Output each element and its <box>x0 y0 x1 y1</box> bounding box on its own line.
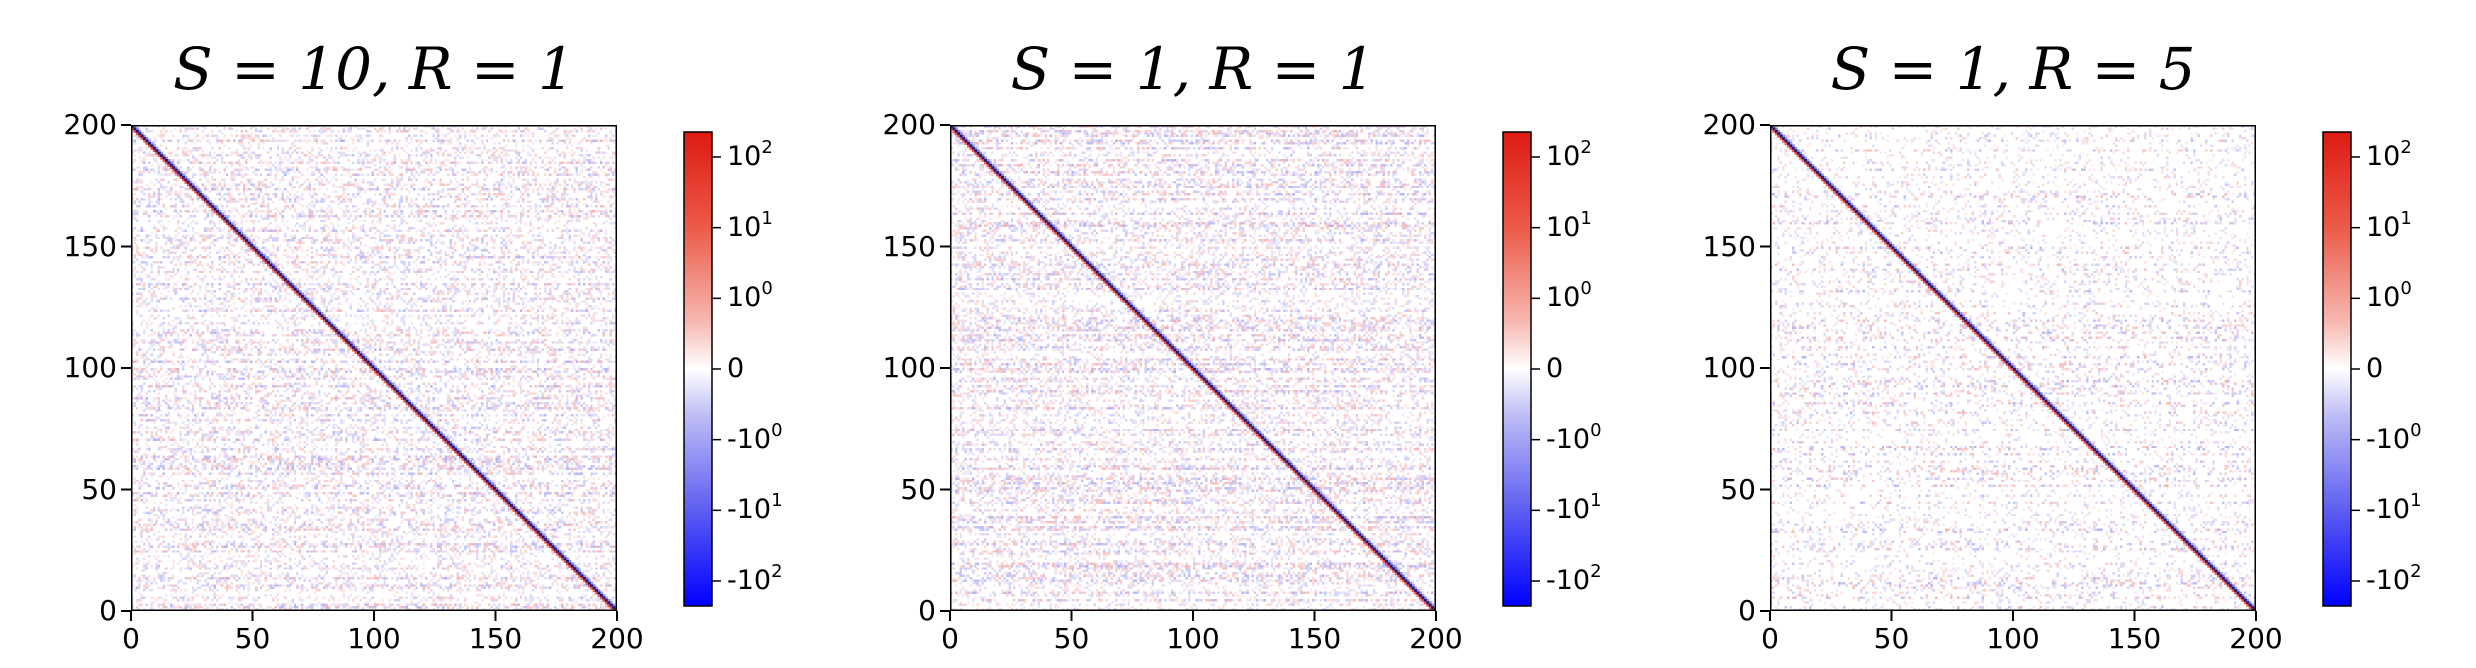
x-tick-label: 200 <box>577 625 657 653</box>
x-tick-label: 50 <box>1852 625 1932 653</box>
colorbar-tick-label: 100 <box>1546 280 1592 312</box>
colorbar-tick-label: 100 <box>2366 280 2412 312</box>
colorbar-tick-label: 0 <box>727 355 744 383</box>
axes-frame <box>1770 125 2256 611</box>
colorbar-tick-label: 102 <box>1546 139 1592 171</box>
x-tick-label: 150 <box>1275 625 1355 653</box>
x-tick-label: 100 <box>1973 625 2053 653</box>
x-tick-label: 150 <box>456 625 536 653</box>
colorbar <box>683 131 721 607</box>
y-tick-label: 0 <box>57 597 117 625</box>
colorbar-tick-label: 0 <box>1546 355 1563 383</box>
x-tick-label: 0 <box>910 625 990 653</box>
colorbar-tick-label: 102 <box>727 139 773 171</box>
diagonal-band <box>1770 125 2256 611</box>
colorbar-tick-label: -102 <box>727 563 783 595</box>
colorbar-tick-label: -101 <box>2366 492 2422 524</box>
colorbar <box>1502 131 1540 607</box>
heatmap-cells <box>1770 125 2256 611</box>
axes-frame <box>950 125 1436 611</box>
colorbar-tick-label: 101 <box>2366 209 2412 242</box>
colorbar-tick-label: -102 <box>2366 563 2422 595</box>
y-tick-label: 200 <box>1696 111 1756 139</box>
chart-title: S = 10, R = 1 <box>131 26 617 112</box>
colorbar-tick-label: -100 <box>2366 421 2422 454</box>
x-tick-label: 0 <box>91 625 171 653</box>
axes-frame <box>131 125 617 611</box>
heatmap-cells <box>950 125 1436 611</box>
y-tick-label: 50 <box>57 475 117 504</box>
y-tick-label: 100 <box>57 354 117 382</box>
heatmap-plot <box>1770 125 2256 611</box>
y-tick-label: 100 <box>876 354 936 382</box>
heatmap-cells <box>131 125 617 611</box>
x-tick-label: 50 <box>213 625 293 653</box>
y-tick-label: 0 <box>876 597 936 625</box>
y-tick-label: 150 <box>876 232 936 261</box>
axis-ticks <box>1760 124 2257 621</box>
colorbar-tick-label: 101 <box>1546 209 1592 242</box>
colorbar-tick-label: -101 <box>1546 492 1602 524</box>
colorbar <box>2322 131 2360 607</box>
x-tick-label: 0 <box>1730 625 1810 653</box>
colorbar-tick-label: 0 <box>2366 355 2383 383</box>
x-tick-label: 200 <box>1396 625 1476 653</box>
colorbar-tick-label: -100 <box>1546 421 1602 454</box>
y-tick-label: 200 <box>57 111 117 139</box>
y-tick-label: 200 <box>876 111 936 139</box>
colorbar-tick-label: 102 <box>2366 139 2412 171</box>
colorbar-tick-label: -102 <box>1546 563 1602 595</box>
diagonal-band <box>131 125 617 611</box>
axis-ticks <box>121 124 618 621</box>
y-tick-label: 150 <box>57 232 117 261</box>
colorbar-tick-label: -101 <box>727 492 783 524</box>
axis-ticks <box>940 124 1437 621</box>
heatmap-plot <box>131 125 617 611</box>
chart-title: S = 1, R = 5 <box>1770 26 2256 112</box>
heatmap-plot <box>950 125 1436 611</box>
x-tick-label: 100 <box>334 625 414 653</box>
y-tick-label: 0 <box>1696 597 1756 625</box>
x-tick-label: 100 <box>1153 625 1233 653</box>
chart-title: S = 1, R = 1 <box>950 26 1436 112</box>
diagonal-band <box>950 125 1436 611</box>
colorbar-tick-label: 101 <box>727 209 773 242</box>
colorbar-tick-label: -100 <box>727 421 783 454</box>
x-tick-label: 200 <box>2216 625 2296 653</box>
colorbar-tick-label: 100 <box>727 280 773 312</box>
x-tick-label: 50 <box>1032 625 1112 653</box>
y-tick-label: 50 <box>1696 475 1756 504</box>
y-tick-label: 100 <box>1696 354 1756 382</box>
y-tick-label: 50 <box>876 475 936 504</box>
x-tick-label: 150 <box>2095 625 2175 653</box>
y-tick-label: 150 <box>1696 232 1756 261</box>
